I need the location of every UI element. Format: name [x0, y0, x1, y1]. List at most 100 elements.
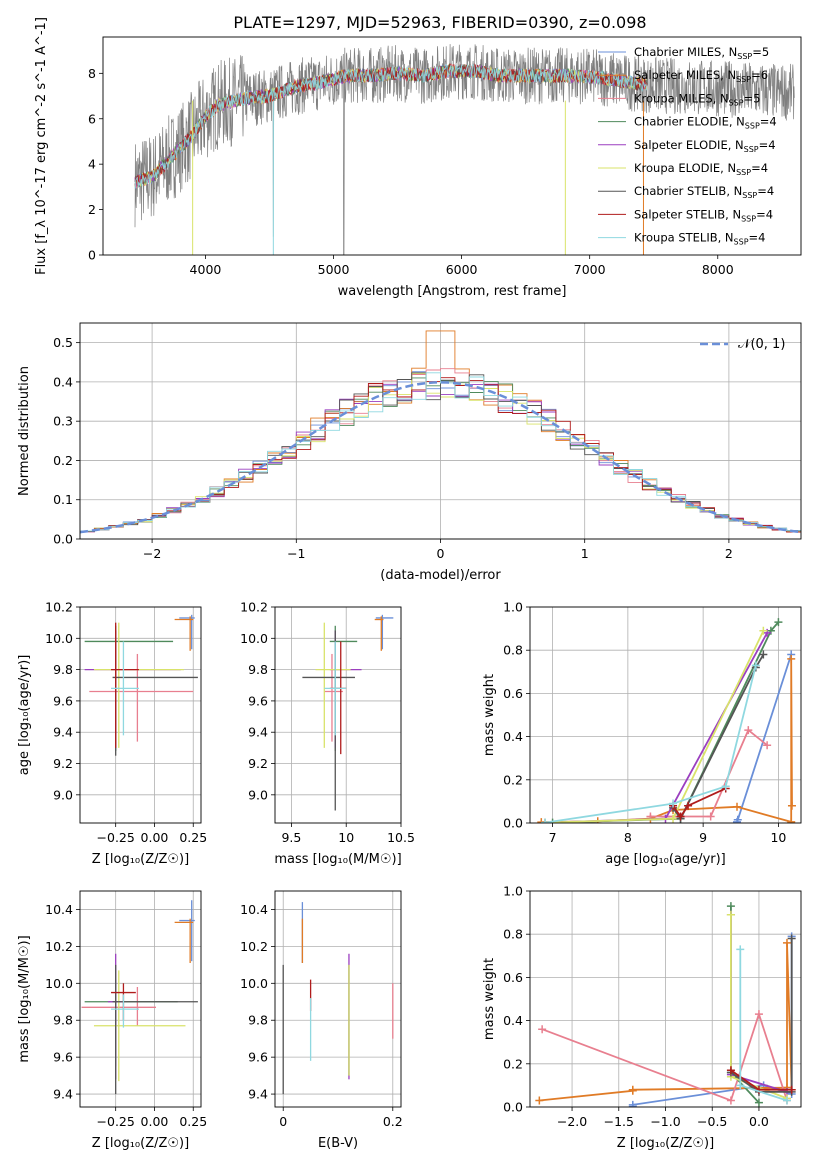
y-tick-label: 0.8: [503, 643, 523, 658]
axes-frame: [274, 890, 402, 1108]
ticks: −0.25 0.00 0.25 9.4 9.6 9.8 10.0 10.2 10.4: [45, 902, 207, 1129]
weight-marker: [726, 910, 735, 919]
error-point: [111, 622, 139, 748]
x-axis-label: Z [log₁₀(Z/Z☉)]: [92, 1136, 189, 1151]
y-tick-label: 9.0: [53, 787, 73, 802]
weight-marker: [676, 812, 685, 821]
y-tick-label: 9.4: [53, 1087, 73, 1102]
ticks: 0 0.2 9.4 9.6 9.8 10.0 10.2 10.4: [240, 902, 403, 1129]
y-tick-label: 9.4: [248, 1087, 268, 1102]
y-tick-label: 0.6: [503, 970, 523, 985]
plot-area: [282, 902, 394, 1095]
grid: [530, 890, 801, 1108]
plot-area: [80, 330, 801, 535]
weight-marker: [733, 815, 742, 823]
axes-frame: [102, 36, 802, 256]
error-point: [179, 900, 195, 962]
plot-weight-age: 7 8 9 10 0.0 0.2 0.4 0.6 0.8 1.0 age [log₁₀(age/yr…: [482, 600, 802, 867]
weight-marker: [787, 817, 796, 823]
weight-marker: [782, 938, 791, 947]
legend-label: Salpeter MILES, NSSP=6: [634, 68, 768, 84]
weight-marker: [726, 1066, 735, 1075]
legend-label: Kroupa STELIB, NSSP=4: [634, 231, 765, 247]
error-point: [174, 616, 194, 651]
error-point: [84, 630, 181, 748]
y-axis-label: Normed distribution: [17, 366, 32, 496]
axes-frame: [274, 606, 402, 824]
x-tick-label: 1: [581, 546, 589, 561]
y-tick-label: 9.2: [53, 756, 73, 771]
plot-residuals: −2 −1 0 1 2 0.0 0.1 0.2 0.3 0.4 0.5 (data-model)/er…: [17, 322, 802, 583]
y-tick-label: 9.6: [248, 1050, 268, 1065]
weight-marker: [787, 934, 796, 943]
legend-label: Chabrier MILES, NSSP=5: [634, 45, 769, 61]
figure-title: PLATE=1297, MJD=52963, FIBERID=0390, z=0…: [233, 13, 646, 32]
weight-marker: [736, 945, 745, 954]
observed-spectrum: [134, 44, 795, 255]
y-tick-label: 4: [88, 157, 96, 172]
weight-line: [539, 942, 793, 1102]
x-tick-label: −0.25: [97, 1114, 135, 1129]
y-tick-label: 1.0: [503, 884, 523, 899]
weight-marker: [744, 726, 753, 735]
error-point: [324, 653, 343, 742]
y-tick-label: 9.8: [248, 1013, 268, 1028]
x-axis-label: wavelength [Angstrom, rest frame]: [338, 284, 567, 299]
y-tick-label: 9.2: [248, 756, 268, 771]
x-tick-label: −0.25: [97, 830, 135, 845]
weight-line: [672, 654, 765, 821]
error-point: [302, 630, 355, 811]
x-tick-label: 2: [725, 546, 733, 561]
error-point: [111, 641, 139, 736]
weight-marker: [759, 626, 768, 635]
legend-label: Salpeter STELIB, NSSP=4: [634, 207, 773, 223]
weight-marker: [726, 1096, 735, 1105]
weight-line: [545, 630, 765, 823]
legend-label: Chabrier STELIB, NSSP=4: [634, 184, 774, 200]
weight-marker: [736, 1081, 745, 1090]
x-tick-label: 0.25: [179, 830, 207, 845]
axes-frame: [79, 606, 202, 824]
x-axis-label: mass [log₁₀(M/M☉)]: [274, 852, 401, 867]
x-tick-label: 0: [279, 1114, 287, 1129]
plot-mass-ebv: 0 0.2 9.4 9.6 9.8 10.0 10.2 10.4 E(B-V): [240, 890, 403, 1151]
y-tick-label: 0.4: [503, 729, 523, 744]
x-tick-label: 8000: [702, 262, 734, 277]
x-axis-label: (data-model)/error: [380, 568, 501, 583]
x-tick-label: −2: [143, 546, 161, 561]
x-tick-label: 6000: [446, 262, 478, 277]
weight-marker: [751, 661, 760, 670]
x-tick-label: 10.5: [387, 830, 415, 845]
ticks: −2.0 −1.5 −1.0 −0.5 0.0 0.0 0.2 0.4 0.6 0.8 1.0: [503, 884, 769, 1130]
y-tick-label: 0.4: [503, 1013, 523, 1028]
weight-marker: [669, 799, 678, 808]
weight-marker: [628, 1100, 637, 1107]
y-tick-label: 0.8: [503, 927, 523, 942]
y-tick-label: 9.8: [248, 662, 268, 677]
y-tick-label: 2: [88, 202, 96, 217]
x-axis-label: Z [log₁₀(Z/Z☉)]: [92, 852, 189, 867]
y-tick-label: 0.0: [503, 1100, 523, 1115]
y-tick-label: 10.2: [240, 600, 268, 615]
x-tick-label: −1.5: [604, 1114, 634, 1129]
axes-frame: [79, 890, 202, 1108]
y-tick-label: 6: [88, 111, 96, 126]
weight-marker: [535, 1096, 544, 1105]
y-tick-label: 10.0: [240, 976, 268, 991]
model-spectrum: [134, 63, 648, 187]
weight-line: [544, 665, 757, 823]
y-tick-label: 9.6: [248, 693, 268, 708]
weight-line: [730, 938, 793, 1093]
y-tick-label: 9.4: [248, 725, 268, 740]
y-tick-label: 10.2: [240, 939, 268, 954]
y-tick-label: 0.0: [53, 532, 73, 547]
residual-legend: 𝒩(0, 1): [700, 337, 785, 352]
y-tick-label: 0.1: [53, 492, 73, 507]
error-point: [315, 622, 351, 748]
y-tick-label: 1.0: [503, 600, 523, 615]
axes-frame: [79, 322, 802, 540]
x-tick-label: −1.0: [650, 1114, 680, 1129]
grid: [530, 606, 801, 824]
y-tick-label: 10.0: [45, 976, 73, 991]
weight-marker: [787, 1085, 796, 1094]
